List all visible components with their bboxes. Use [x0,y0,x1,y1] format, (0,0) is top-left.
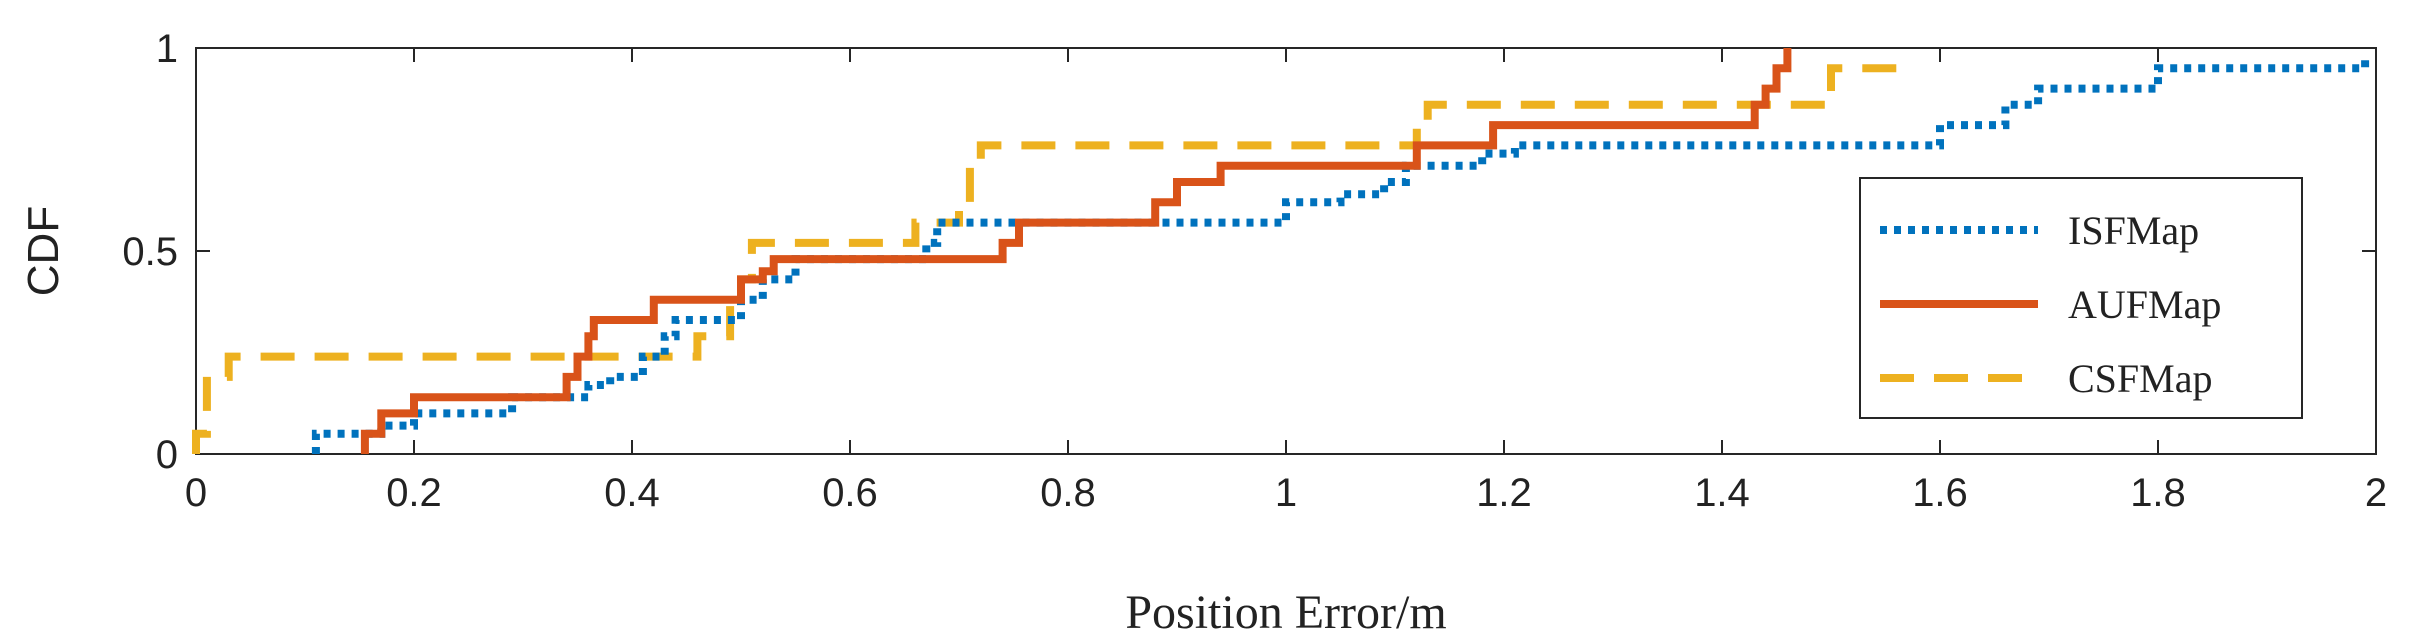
x-tick-label: 0.8 [1040,471,1096,515]
series-line-csfmap [192,64,1897,454]
legend-box [1859,177,2303,419]
x-tick-label: 1 [1275,471,1297,515]
y-tick-label: 1 [156,27,178,71]
x-tick-label: 0.6 [822,471,878,515]
series-line-isfmap [311,60,2370,454]
series-line-aufmap [360,48,1792,454]
legend-items: ISFMap AUFMap CSFMap [1880,208,2221,401]
legend-label-isfmap: ISFMap [2068,208,2199,253]
x-tick-label: 1.4 [1694,471,1750,515]
y-axis-label: CDF [19,206,68,296]
x-tick-label: 0 [185,471,207,515]
x-ticks: 0 0.2 0.4 0.6 0.8 1 1.2 1.4 1.6 1.8 2 [185,48,2387,515]
y-ticks: 00.51 [122,27,2376,477]
x-tick-label: 1.6 [1912,471,1968,515]
x-axis-label: Position Error/m [1125,586,1446,639]
y-tick-label: 0 [156,433,178,477]
legend-label-aufmap: AUFMap [2068,282,2221,327]
series-lines [192,48,2370,454]
y-tick-label: 0.5 [122,230,178,274]
x-tick-label: 2 [2365,471,2387,515]
legend: ISFMap AUFMap CSFMap [1859,177,2303,419]
x-tick-label: 0.2 [386,471,442,515]
x-tick-label: 0.4 [604,471,660,515]
legend-label-csfmap: CSFMap [2068,356,2213,401]
x-tick-label: 1.2 [1476,471,1532,515]
x-tick-label: 1.8 [2130,471,2186,515]
